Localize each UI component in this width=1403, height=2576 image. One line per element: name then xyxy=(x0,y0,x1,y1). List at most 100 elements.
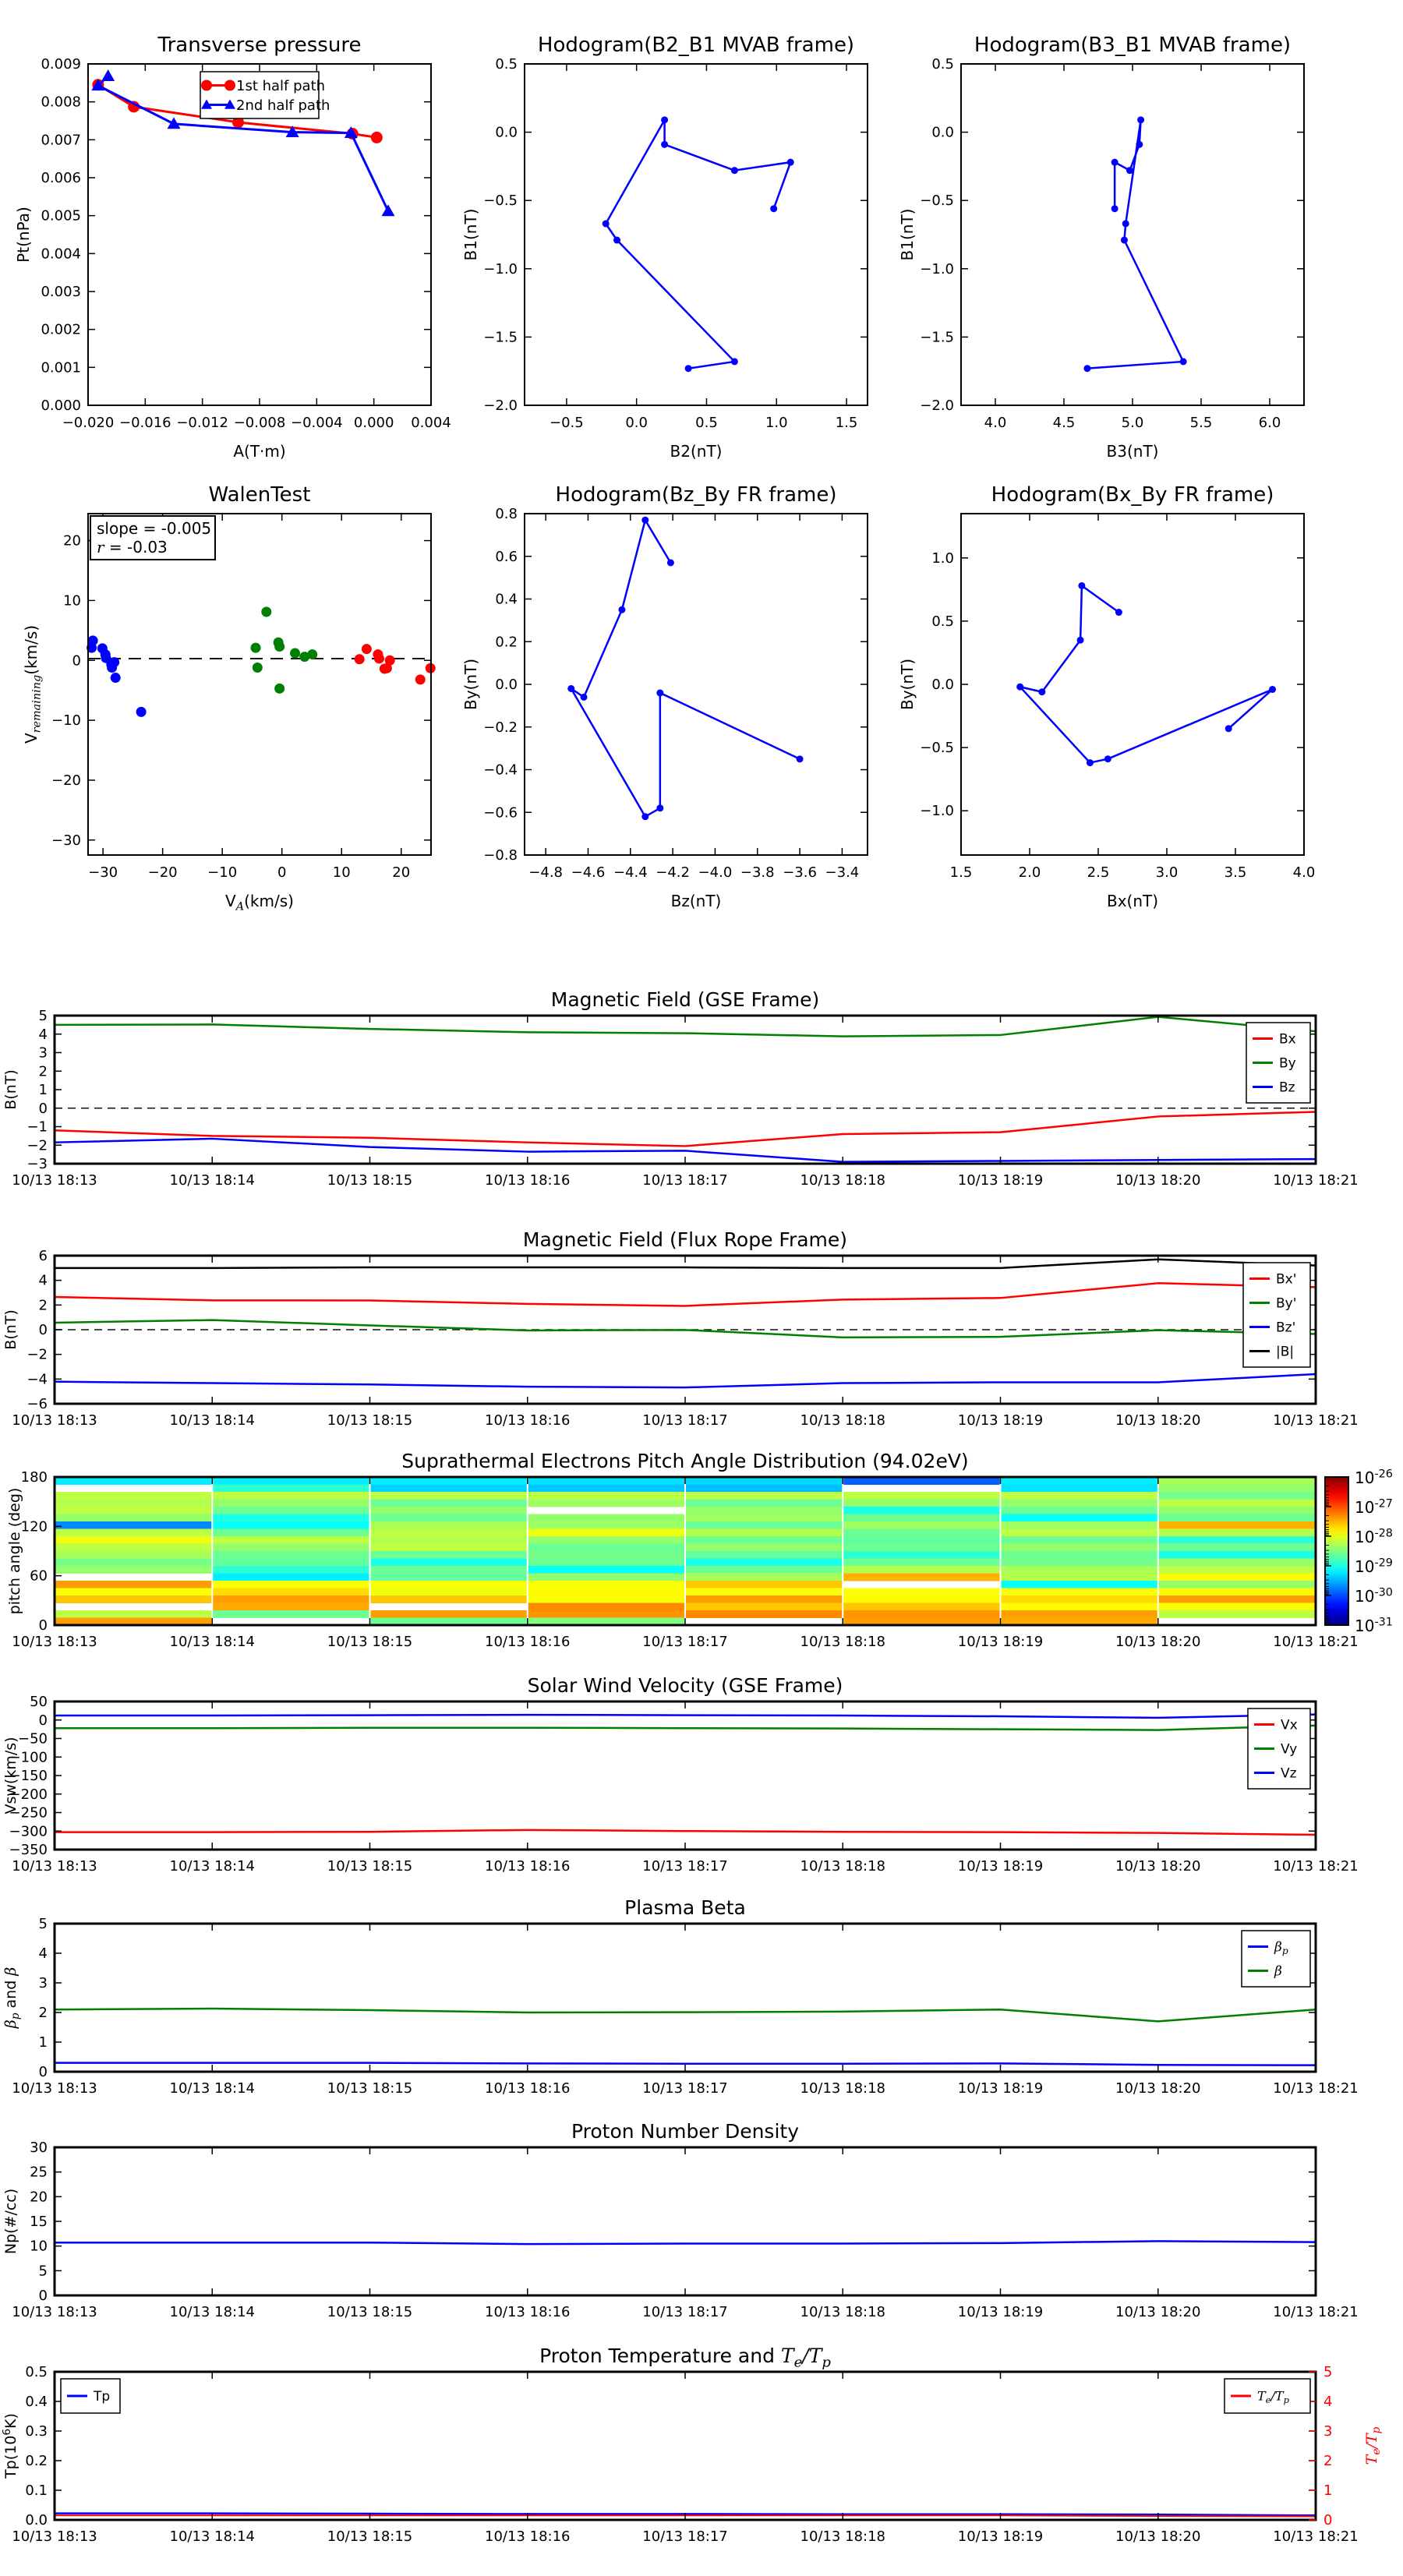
x-axis-label: A(T·m) xyxy=(233,442,285,461)
time-tick-label: 10/13 18:13 xyxy=(12,2528,97,2545)
panel-title: Proton Number Density xyxy=(571,2120,799,2143)
time-tick-label: 10/13 18:14 xyxy=(170,2528,255,2545)
time-tick-label: 10/13 18:13 xyxy=(12,1858,97,1875)
y-tick-label: −1.0 xyxy=(920,261,954,277)
y-tick-label: −0.6 xyxy=(483,804,518,821)
x-axis-label: B3(nT) xyxy=(1107,442,1159,461)
series-middle xyxy=(250,606,318,694)
series-Bz' xyxy=(54,1373,1316,1389)
x-tick-label: 1.5 xyxy=(950,864,973,881)
y-tick-label: −3 xyxy=(27,1156,48,1172)
time-tick-label: 10/13 18:18 xyxy=(800,2528,885,2545)
y-tick-label: 0 xyxy=(39,1101,48,1117)
legend-entry-label: Bz' xyxy=(1276,1320,1295,1335)
annotation-line: r = -0.03 xyxy=(97,538,168,557)
x-tick-label: 3.0 xyxy=(1156,864,1179,881)
x-tick-label: 5.5 xyxy=(1190,415,1213,431)
right-y-tick-label: 2 xyxy=(1323,2453,1332,2469)
legend-entry-label: 1st half path xyxy=(236,78,325,94)
y-tick-label: −2 xyxy=(27,1137,48,1154)
legend-entry-label: Te/Tp xyxy=(1257,2389,1290,2406)
legend-entry-label: Bx' xyxy=(1276,1271,1296,1287)
legend-entry-label: βp xyxy=(1274,1939,1288,1956)
y-tick-label: 5 xyxy=(39,2263,48,2279)
x-tick-label: −3.4 xyxy=(825,864,860,881)
y-axis-label: Tp(106K) xyxy=(1,2413,19,2479)
y-tick-label: −1.5 xyxy=(920,329,954,345)
y-tick-label: 2 xyxy=(39,1063,48,1080)
x-tick-label: 6.0 xyxy=(1259,415,1281,431)
series-B3_B1 path xyxy=(1083,116,1187,373)
y-axis-label: βp and β xyxy=(2,1967,22,2030)
x-tick-label: 1.5 xyxy=(836,415,858,431)
y-tick-label: −2.0 xyxy=(920,398,954,414)
x-tick-label: 0.004 xyxy=(411,415,451,431)
x-tick-label: −0.004 xyxy=(291,415,343,431)
x-tick-label: −0.012 xyxy=(176,415,228,431)
panel-hodogram-bx-by: 1.0 0.5 0.0 −0.5 −1.0 1.5 2.0 2.5 3.0 3.5 4.0 Bx(nT… xyxy=(898,483,1315,910)
time-tick-label: 10/13 18:15 xyxy=(327,1858,412,1875)
series-Vz xyxy=(55,1713,1316,1719)
y-tick-label: 20 xyxy=(30,2189,48,2205)
time-tick-label: 10/13 18:16 xyxy=(485,2304,570,2320)
colorbar-tick-label: 10-29 xyxy=(1355,1557,1393,1576)
y-tick-label: 0.0 xyxy=(931,677,954,693)
time-tick-label: 10/13 18:14 xyxy=(170,1412,255,1429)
panel-hodogram-b3-b1: 0.5 0.0 −0.5 −1.0 −1.5 −2.0 4.0 4.5 5.0 5.5 6.0 B3(… xyxy=(898,34,1305,461)
x-tick-label: −0.020 xyxy=(62,415,115,431)
x-tick-label: −30 xyxy=(88,864,118,881)
x-tick-label: 5.0 xyxy=(1122,415,1144,431)
panel-title: Solar Wind Velocity (GSE Frame) xyxy=(528,1674,843,1697)
time-tick-label: 10/13 18:20 xyxy=(1115,2528,1200,2545)
x-tick-label: 10 xyxy=(333,864,351,881)
series-2nd half path xyxy=(91,69,395,217)
time-tick-label: 10/13 18:16 xyxy=(485,2528,570,2545)
time-tick-label: 10/13 18:14 xyxy=(170,1858,255,1875)
right-y-tick-label: 3 xyxy=(1323,2423,1332,2440)
y-tick-label: 0.6 xyxy=(495,549,518,565)
y-tick-label: 0 xyxy=(39,2288,48,2304)
y-tick-label: −2.0 xyxy=(483,398,518,414)
y-tick-label: 0.006 xyxy=(41,170,81,186)
y-tick-label: −4 xyxy=(27,1371,48,1387)
x-tick-label: 2.5 xyxy=(1087,864,1110,881)
panel-title: Plasma Beta xyxy=(624,1896,746,1919)
y-tick-label: 1 xyxy=(39,2034,48,2051)
y-tick-label: 0.5 xyxy=(495,56,518,72)
y-tick-label: 4 xyxy=(39,1945,48,1962)
x-tick-label: 0 xyxy=(277,864,286,881)
panel-title: WalenTest xyxy=(209,483,311,507)
series-Vy xyxy=(55,1724,1316,1731)
y-tick-label: 2 xyxy=(39,2005,48,2021)
right-y-tick-label: 5 xyxy=(1323,2364,1332,2380)
series-Bx xyxy=(54,1111,1316,1147)
y-tick-label: 1 xyxy=(39,1082,48,1098)
y-tick-label: 0.2 xyxy=(495,634,518,650)
legend-entry-label: Tp xyxy=(93,2389,110,2405)
y-tick-label: −250 xyxy=(9,1805,48,1822)
y-tick-label: 0.8 xyxy=(495,506,518,522)
y-tick-label: 0.5 xyxy=(931,613,954,630)
panel-magnetic-field-fr: −6 −4 −2 0 2 4 6 10/13 18:13 10/13 18:14 10/13 18… xyxy=(2,1228,1359,1429)
y-axis-label: Vremaining(km/s) xyxy=(22,625,43,744)
y-tick-label: 15 xyxy=(30,2214,48,2230)
y-axis-label: pitch angle (deg) xyxy=(6,1488,23,1615)
colorbar-tick-label: 10-31 xyxy=(1355,1616,1393,1635)
x-tick-label: −0.008 xyxy=(234,415,286,431)
series-Np xyxy=(55,2240,1316,2246)
time-tick-label: 10/13 18:18 xyxy=(800,1858,885,1875)
panel-title: Proton Temperature and Te/Tp xyxy=(539,2345,831,2371)
legend-entry-label: Bz xyxy=(1279,1080,1295,1095)
y-tick-label: 5 xyxy=(39,1916,48,1932)
y-tick-label: 0 xyxy=(39,1322,48,1338)
time-tick-label: 10/13 18:20 xyxy=(1115,1412,1200,1429)
time-tick-label: 10/13 18:13 xyxy=(12,1412,97,1429)
y-axis-label: Np(#/cc) xyxy=(2,2189,19,2254)
panel-title: Hodogram(B3_B1 MVAB frame) xyxy=(974,34,1291,57)
y-tick-label: 0.009 xyxy=(41,56,81,72)
panel-hodogram-bz-by: 0.80.60.40.20.0−0.2−0.4−0.6−0.8−4.8 −4.6−… xyxy=(461,483,868,910)
x-axis-label: Bx(nT) xyxy=(1107,892,1158,910)
panel-plasma-beta: 0 1 2 3 4 5 10/13 18:13 10/13 18:14 10/13 18:15 1… xyxy=(2,1896,1359,2097)
series-beta xyxy=(54,2007,1316,2023)
y-tick-label: −0.4 xyxy=(483,762,518,779)
